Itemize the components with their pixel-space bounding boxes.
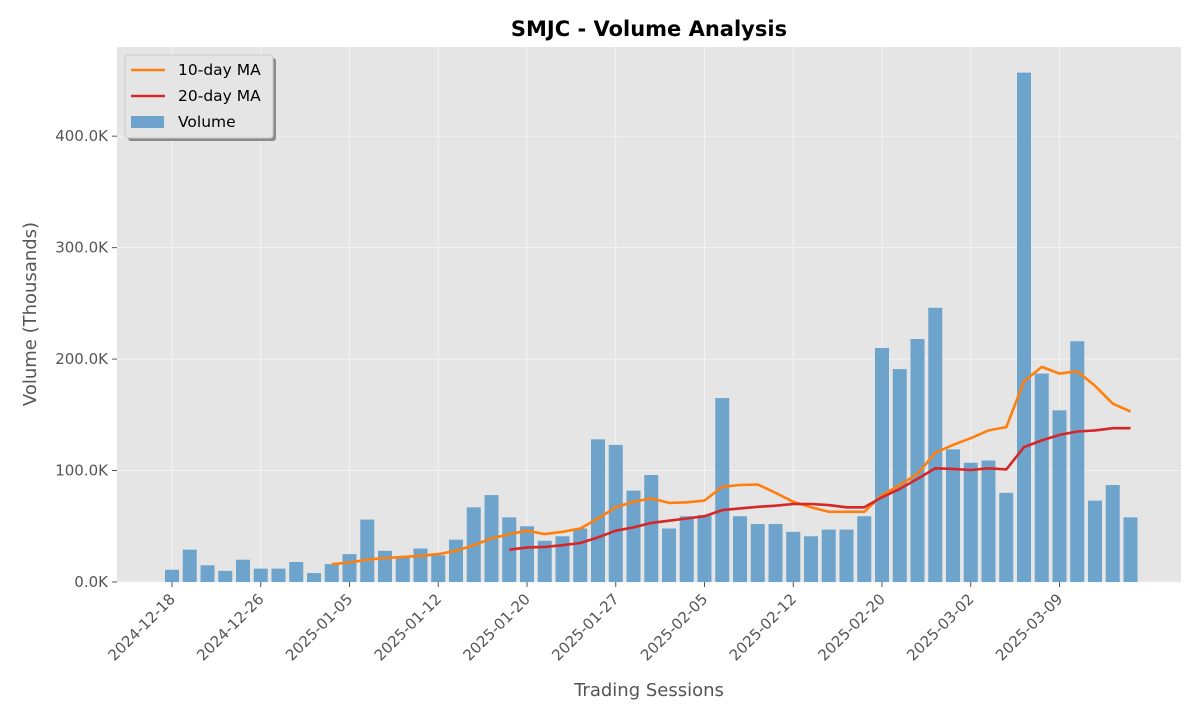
y-tick-label: 100.0K (55, 462, 109, 480)
volume-bar (1070, 341, 1085, 582)
volume-bar (342, 554, 357, 582)
legend: 10-day MA 20-day MA Volume (124, 54, 276, 141)
volume-bar (395, 556, 410, 582)
volume-bar (750, 524, 765, 582)
volume-bar (253, 568, 268, 582)
volume-bar (963, 462, 978, 582)
volume-bar (537, 540, 552, 582)
volume-bar (182, 549, 197, 582)
volume-bar (608, 444, 623, 582)
y-axis: 0.0K 100.0K 200.0K 300.0K 400.0K (55, 127, 117, 591)
volume-bar (857, 516, 872, 582)
volume-bar (555, 536, 570, 582)
x-tick-label: 2025-02-05 (637, 590, 711, 664)
legend-bar-swatch (131, 116, 164, 128)
volume-bar (520, 526, 534, 582)
volume-bar (910, 339, 925, 582)
legend-label: 20-day MA (178, 87, 261, 105)
y-axis-label: Volume (Thousands) (20, 222, 41, 406)
x-tick-label: 2025-01-27 (548, 590, 622, 664)
y-tick-label: 0.0K (74, 573, 109, 591)
volume-bar (271, 568, 286, 582)
x-tick-label: 2025-03-02 (903, 590, 977, 664)
10-day-ma-line (331, 365, 1132, 566)
volume-bar (1034, 373, 1049, 582)
x-tick-label: 2025-02-12 (726, 590, 800, 664)
volume-bar (821, 529, 836, 582)
y-tick-label: 300.0K (55, 239, 109, 257)
volume-bar (1105, 485, 1120, 582)
volume-bars (165, 72, 1138, 583)
volume-bar (999, 492, 1014, 582)
y-tick-label: 400.0K (55, 127, 109, 145)
volume-bar (236, 559, 250, 582)
volume-bar (946, 449, 960, 582)
volume-bar (165, 569, 179, 582)
x-tick-label: 2025-01-20 (459, 590, 533, 664)
volume-bar (1123, 517, 1138, 582)
volume-bar (307, 573, 321, 582)
volume-bar (200, 565, 215, 582)
volume-bar (360, 519, 375, 582)
volume-bar (324, 564, 339, 582)
volume-bar (733, 516, 747, 582)
volume-bar (768, 524, 783, 582)
x-tick-label: 2025-01-12 (371, 590, 445, 664)
volume-bar (591, 439, 605, 582)
volume-bar (1017, 72, 1031, 583)
y-tick-label: 200.0K (55, 350, 109, 368)
20-day-ma-line (509, 426, 1131, 551)
volume-bar (626, 490, 641, 582)
volume-bar (378, 550, 392, 582)
volume-bar (697, 515, 712, 582)
x-tick-label: 2024-12-26 (193, 590, 267, 664)
volume-bar (662, 528, 676, 582)
volume-bar (875, 347, 889, 582)
x-tick-label: 2025-02-20 (814, 590, 888, 664)
volume-bar (1088, 500, 1102, 582)
volume-bar (218, 570, 233, 582)
volume-bar (981, 460, 996, 582)
volume-bar (928, 307, 943, 582)
volume-bar (431, 555, 446, 582)
volume-bar (892, 369, 907, 582)
x-tick-label: 2025-01-05 (282, 590, 356, 664)
x-tick-label: 2025-03-09 (992, 590, 1066, 664)
volume-bar (804, 536, 818, 582)
legend-label: 10-day MA (178, 61, 261, 79)
volume-bar (289, 561, 304, 582)
volume-bar (644, 475, 659, 582)
x-axis: 2024-12-18 2024-12-26 2025-01-05 2025-01-12… (104, 582, 1066, 664)
volume-bar (839, 529, 854, 582)
volume-bar (573, 528, 588, 582)
legend-label: Volume (178, 113, 236, 131)
volume-bar (715, 398, 730, 582)
chart-title: SMJC - Volume Analysis (511, 17, 787, 41)
x-tick-label: 2024-12-18 (104, 590, 178, 664)
x-axis-label: Trading Sessions (573, 680, 724, 701)
volume-bar (1052, 410, 1067, 582)
volume-bar (679, 516, 694, 582)
volume-bar (413, 548, 428, 582)
moving-average-lines (331, 365, 1132, 566)
volume-bar (449, 539, 463, 582)
volume-bar (786, 531, 801, 582)
